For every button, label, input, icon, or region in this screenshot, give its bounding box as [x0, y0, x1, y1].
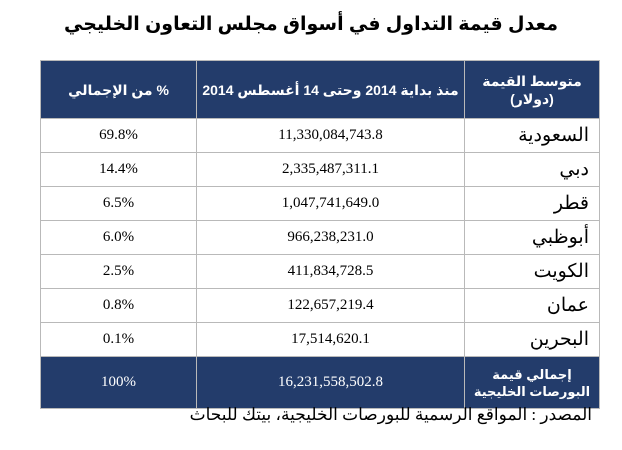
source-note: المصدر : المواقع الرسمية للبورصات الخليج… — [189, 405, 592, 424]
page-title: معدل قيمة التداول في أسواق مجلس التعاون … — [64, 14, 558, 35]
table-row: 6.0% 966,238,231.0 أبوظبي — [40, 220, 600, 255]
table-row: 0.8% 122,657,219.4 عمان — [40, 288, 600, 323]
row-market-name: دبي — [464, 152, 600, 187]
total-label: إجمالي قيمة البورصات الخليجية — [464, 356, 600, 409]
row-value: 411,834,728.5 — [196, 254, 465, 289]
row-percent: 6.0% — [40, 220, 197, 255]
row-market-name: البحرين — [464, 322, 600, 357]
row-value: 1,047,741,649.0 — [196, 186, 465, 221]
row-market-name: أبوظبي — [464, 220, 600, 255]
row-market-name: السعودية — [464, 118, 600, 153]
total-value: 16,231,558,502.8 — [196, 356, 465, 409]
row-percent: 14.4% — [40, 152, 197, 187]
row-percent: 6.5% — [40, 186, 197, 221]
row-percent: 2.5% — [40, 254, 197, 289]
header-value: منذ بداية 2014 وحتى 14 أغسطس 2014 — [196, 60, 465, 119]
table-row: 14.4% 2,335,487,311.1 دبي — [40, 152, 600, 187]
row-value: 2,335,487,311.1 — [196, 152, 465, 187]
row-market-name: قطر — [464, 186, 600, 221]
table-row: 69.8% 11,330,084,743.8 السعودية — [40, 118, 600, 153]
table-total-row: 100% 16,231,558,502.8 إجمالي قيمة البورص… — [40, 356, 600, 409]
row-market-name: عمان — [464, 288, 600, 323]
table-header-row: % من الإجمالي منذ بداية 2014 وحتى 14 أغس… — [40, 60, 600, 119]
header-name: متوسط القيمة (دولار) — [464, 60, 600, 119]
row-percent: 0.1% — [40, 322, 197, 357]
row-percent: 69.8% — [40, 118, 197, 153]
row-value: 17,514,620.1 — [196, 322, 465, 357]
table-row: 2.5% 411,834,728.5 الكويت — [40, 254, 600, 289]
row-value: 966,238,231.0 — [196, 220, 465, 255]
row-percent: 0.8% — [40, 288, 197, 323]
row-value: 11,330,084,743.8 — [196, 118, 465, 153]
table-row: 6.5% 1,047,741,649.0 قطر — [40, 186, 600, 221]
row-value: 122,657,219.4 — [196, 288, 465, 323]
trading-value-table: % من الإجمالي منذ بداية 2014 وحتى 14 أغس… — [40, 60, 600, 409]
row-market-name: الكويت — [464, 254, 600, 289]
header-percent: % من الإجمالي — [40, 60, 197, 119]
table-row: 0.1% 17,514,620.1 البحرين — [40, 322, 600, 357]
total-percent: 100% — [40, 356, 197, 409]
